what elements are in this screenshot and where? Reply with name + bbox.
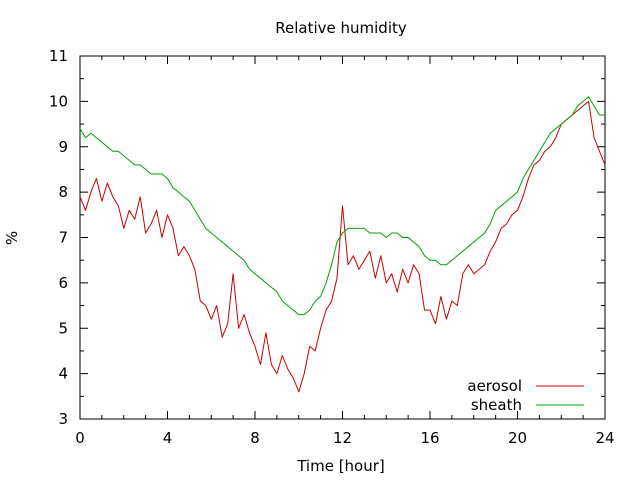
plot-frame [79,55,606,420]
y-tick-label: 7 [58,229,68,247]
y-tick-label: 6 [58,274,68,292]
legend-label: aerosol [467,377,522,395]
x-axis-ticks: 0 4 8 12 16 20 24 [75,56,615,447]
y-axis-label: % [3,231,21,245]
y-tick-label: 11 [49,47,68,65]
x-tick-label: 12 [333,429,352,447]
x-axis-label: Time [hour] [296,457,385,475]
x-tick-label: 0 [75,429,85,447]
series-line-aerosol [79,100,606,393]
x-tick-label: 24 [595,429,614,447]
y-axis-ticks: 3 4 5 6 7 8 9 10 11 [49,47,605,428]
x-tick-label: 8 [250,429,260,447]
series-line-sheath [79,96,605,316]
y-tick-label: 9 [58,138,68,156]
x-tick-label: 4 [163,429,173,447]
chart-title: Relative humidity [275,19,407,37]
y-tick-label: 5 [58,319,68,337]
x-tick-label: 16 [420,429,439,447]
y-tick-label: 3 [58,410,68,428]
y-tick-label: 10 [49,92,68,110]
legend-label: sheath [471,396,522,414]
y-tick-label: 8 [58,183,68,201]
y-tick-label: 4 [58,365,68,383]
series-lines [79,96,606,393]
x-tick-label: 20 [508,429,527,447]
